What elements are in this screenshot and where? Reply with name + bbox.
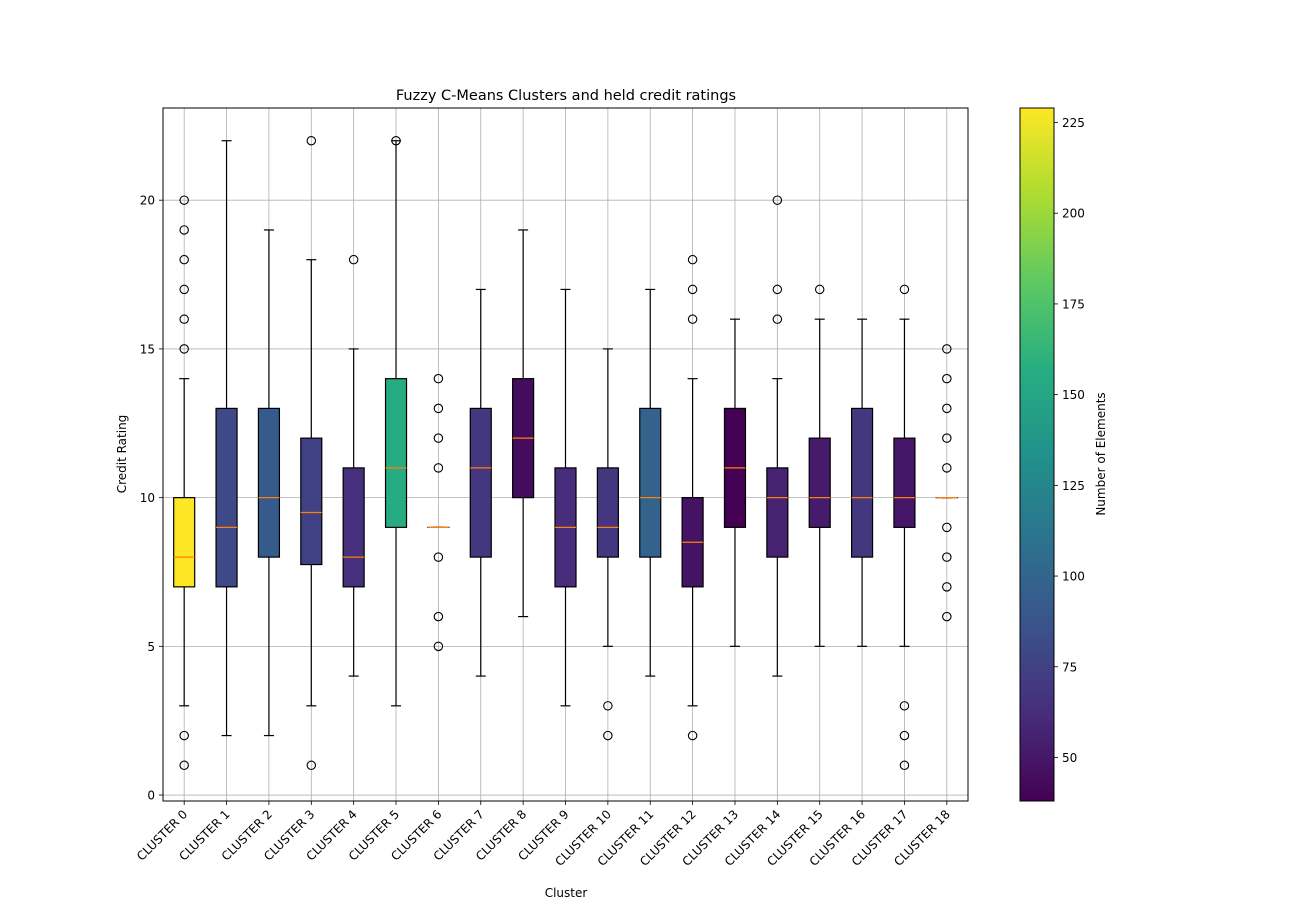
outlier-point	[179, 760, 189, 771]
outlier-point	[179, 195, 189, 205]
y-axis-label: Credit Rating	[115, 415, 129, 494]
box-16	[850, 318, 874, 647]
colorbar-ticks: 50 75 100 125 150 175 200 225	[1054, 116, 1085, 765]
outlier-point	[772, 314, 783, 324]
outlier-point	[899, 284, 910, 295]
y-tick-label: 20	[140, 194, 155, 208]
box-0	[173, 195, 196, 771]
box-3	[300, 135, 323, 771]
outlier-point	[687, 730, 698, 741]
colorbar-tick-label: 50	[1062, 751, 1077, 765]
box-6	[427, 373, 450, 652]
colorbar	[1019, 107, 1055, 802]
outlier-point	[306, 135, 317, 146]
outlier-point	[942, 582, 952, 592]
outlier-point	[814, 284, 825, 295]
outlier-point	[391, 135, 401, 146]
outlier-point	[306, 760, 317, 771]
chart-title: Fuzzy C-Means Clusters and held credit r…	[396, 88, 736, 104]
box-body	[342, 467, 365, 588]
box-body	[639, 407, 662, 558]
box-10	[596, 348, 619, 741]
outlier-point	[942, 344, 952, 354]
colorbar-tick-label: 125	[1062, 479, 1085, 493]
box-4	[342, 254, 365, 677]
outlier-point	[899, 730, 910, 741]
colorbar-tick-label: 175	[1062, 297, 1085, 311]
y-tick-label: 5	[147, 640, 155, 654]
box-11	[639, 288, 662, 677]
colorbar-tick-label: 75	[1062, 660, 1077, 674]
outlier-point	[942, 403, 952, 414]
colorbar-label: Number of Elements	[1094, 392, 1108, 515]
colorbar-tick-label: 200	[1062, 207, 1085, 221]
outlier-point	[687, 254, 698, 265]
y-tick-label: 10	[140, 491, 155, 505]
outlier-point	[687, 284, 698, 295]
box-body	[384, 378, 408, 528]
outlier-point	[179, 730, 189, 741]
outlier-point	[899, 701, 910, 711]
outlier-point	[942, 463, 952, 473]
outlier-point	[179, 314, 189, 324]
box-plots	[173, 135, 958, 771]
colorbar-tick-label: 225	[1062, 116, 1085, 130]
y-tick-label: 0	[147, 789, 155, 803]
outlier-point	[433, 641, 444, 652]
box-14	[766, 195, 789, 677]
outlier-point	[942, 433, 952, 443]
box-body	[257, 407, 281, 558]
outlier-point	[348, 254, 359, 265]
box-body	[766, 467, 789, 558]
plot-frame	[162, 107, 969, 802]
box-9	[554, 288, 577, 707]
outlier-point	[603, 730, 613, 741]
box-5	[384, 135, 408, 707]
box-15	[808, 284, 831, 647]
outlier-point	[942, 522, 952, 533]
box-body	[596, 467, 619, 558]
box-7	[469, 288, 492, 677]
box-body	[215, 407, 238, 588]
box-8	[512, 229, 535, 618]
y-tick-label: 15	[140, 342, 155, 356]
outlier-point	[942, 373, 952, 384]
box-17	[893, 284, 916, 771]
outlier-point	[179, 225, 189, 235]
box-body	[469, 407, 492, 558]
outlier-point	[603, 701, 613, 711]
outlier-point	[179, 284, 189, 295]
box-12	[681, 254, 704, 741]
outlier-point	[433, 433, 444, 443]
box-body	[893, 437, 916, 528]
outlier-point	[942, 611, 952, 622]
outlier-point	[433, 552, 444, 562]
outlier-point	[179, 344, 189, 354]
outlier-point	[772, 195, 783, 205]
box-2	[257, 229, 281, 737]
outlier-point	[433, 463, 444, 473]
outlier-point	[942, 552, 952, 562]
box-13	[723, 318, 747, 647]
outlier-point	[433, 373, 444, 384]
box-18	[935, 344, 958, 622]
box-body	[173, 497, 196, 588]
box-body	[850, 407, 874, 558]
box-1	[215, 140, 238, 737]
box-body	[808, 437, 831, 528]
x-axis-label: Cluster	[545, 886, 588, 900]
colorbar-tick-label: 150	[1062, 388, 1085, 402]
box-body	[300, 437, 323, 566]
outlier-point	[179, 254, 189, 265]
colorbar-tick-label: 100	[1062, 570, 1085, 584]
outlier-point	[433, 611, 444, 622]
outlier-point	[433, 403, 444, 414]
outlier-point	[687, 314, 698, 324]
outlier-point	[772, 284, 783, 295]
outlier-point	[899, 760, 910, 771]
